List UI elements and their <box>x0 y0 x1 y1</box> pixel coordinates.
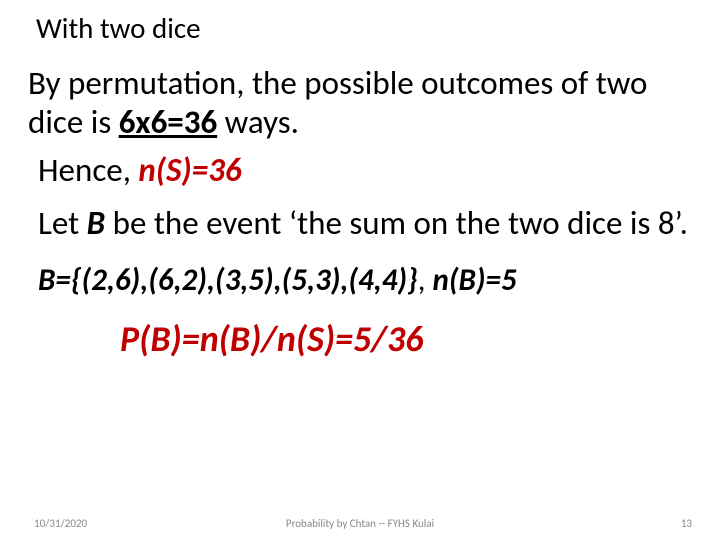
set-sep: , <box>418 261 433 299</box>
letb-var: B <box>87 203 106 243</box>
perm-calc: 6x6=36 <box>119 102 218 142</box>
event-definition: Let B be the event ‘the sum on the two d… <box>38 204 692 243</box>
set-def: B={(2,6),(6,2),(3,5),(5,3),(4,4)} <box>38 261 418 299</box>
hence-line: Hence, n(S)=36 <box>38 150 692 190</box>
result-line: P(B)=n(B)/n(S)=5/36 <box>120 317 692 361</box>
hence-prefix: Hence, <box>38 150 138 190</box>
perm-suffix: ways. <box>217 102 299 142</box>
letb-post: be the event ‘the sum on the two dice is… <box>105 203 688 243</box>
permutation-sentence: By permutation, the possible outcomes of… <box>28 64 692 142</box>
footer-center: Probability by Chtan -- FYHS Kulai <box>0 517 720 530</box>
slide-title: With two dice <box>36 10 692 46</box>
footer-page-number: 13 <box>681 517 692 530</box>
hence-eq: n(S)=36 <box>138 150 241 190</box>
set-line: B={(2,6),(6,2),(3,5),(5,3),(4,4)}, n(B)=… <box>38 261 692 299</box>
nb-value: n(B)=5 <box>433 261 517 299</box>
letb-pre: Let <box>38 203 87 243</box>
